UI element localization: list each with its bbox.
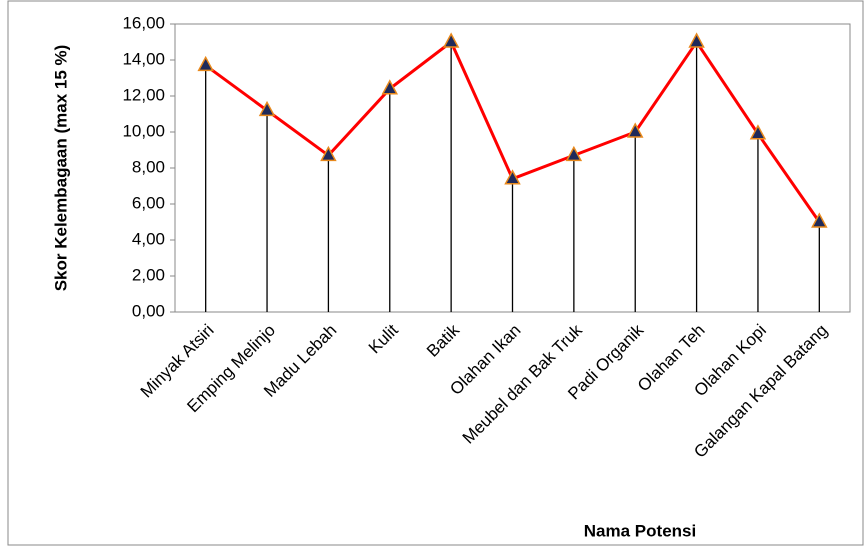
- x-tick-label: Meubel dan Bak Truk: [459, 320, 586, 447]
- y-tick-label: 2,00: [132, 265, 165, 284]
- marker: [381, 79, 399, 95]
- y-tick-label: 0,00: [132, 301, 165, 320]
- marker: [749, 124, 767, 140]
- marker: [504, 169, 521, 185]
- x-tick-label: Kulit: [365, 320, 402, 357]
- marker: [197, 55, 214, 72]
- y-tick-label: 10,00: [122, 121, 165, 140]
- y-axis-title: Skor Kelembagaan (max 15 %): [51, 45, 70, 292]
- marker: [626, 122, 644, 138]
- x-axis-title: Nama Potensi: [584, 521, 696, 540]
- y-tick-label: 14,00: [122, 49, 165, 68]
- marker: [565, 145, 583, 162]
- chart-border: [7, 0, 864, 546]
- marker: [442, 32, 460, 48]
- marker: [811, 212, 828, 228]
- marker: [320, 145, 337, 162]
- x-tick-label: Batik: [423, 320, 464, 361]
- marker: [688, 32, 705, 48]
- y-tick-label: 4,00: [132, 229, 165, 248]
- marker: [258, 100, 276, 117]
- y-tick-label: 6,00: [132, 193, 165, 212]
- y-tick-label: 16,00: [122, 13, 165, 32]
- y-tick-label: 12,00: [122, 85, 165, 104]
- y-tick-label: 8,00: [132, 157, 165, 176]
